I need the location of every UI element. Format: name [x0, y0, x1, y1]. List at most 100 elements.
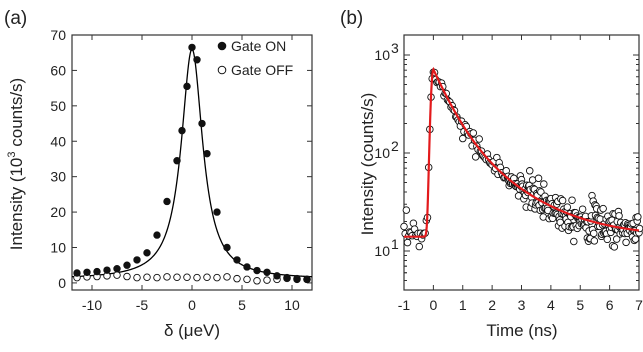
panel-b-data-point: [415, 242, 424, 251]
panel-b-y-tick-label: 10: [374, 47, 390, 63]
panel-b-data-point: [402, 206, 411, 214]
gate-on-point: [153, 231, 161, 239]
panel-b-x-tick-label: 6: [606, 297, 614, 313]
gate-off-point: [183, 273, 191, 282]
panel-b-data-point: [634, 213, 642, 221]
panel-b-x-tick-label: -1: [398, 297, 411, 313]
gate-on-point: [253, 266, 261, 275]
gate-off-point: [113, 271, 121, 279]
gate-off-point: [243, 275, 251, 284]
gate-on-point: [273, 272, 281, 280]
panel-b-data-point: [590, 229, 598, 238]
panel-b-label: (b): [340, 8, 363, 29]
panel-a-x-tick-label: -10: [82, 297, 102, 313]
panel-a-y-tick-label: 20: [50, 204, 66, 220]
panel-b-x-tick-label: 0: [429, 297, 437, 313]
gate-off-point: [213, 273, 221, 282]
panel-b-data-point: [525, 167, 534, 175]
gate-on-point: [283, 273, 291, 282]
panel-b-y-tick-exponent: 3: [391, 40, 399, 56]
gate-on-point: [133, 256, 141, 264]
gate-on-point: [83, 268, 91, 276]
panel-b-x-tick-label: 7: [635, 297, 643, 313]
gate-on-point: [178, 126, 186, 135]
gate-off-point: [253, 277, 261, 285]
panel-b-data-point: [612, 235, 621, 243]
panel-a-y-axis-title-part1: Intensity (10: [7, 158, 26, 251]
gate-on-point: [263, 268, 271, 276]
gate-on-point: [123, 261, 131, 269]
gate-on-point: [203, 149, 211, 158]
legend-gate-off-label: Gate OFF: [231, 62, 293, 78]
panel-b-data-point: [610, 243, 619, 251]
panel-b-y-tick-exponent: 1: [391, 236, 399, 252]
panel-b-data-point: [599, 204, 607, 213]
panel-b-fit-line: [404, 66, 640, 238]
panel-b-data-point: [534, 174, 543, 183]
panel-b-data-point: [568, 196, 576, 204]
panel-b-data-points: [400, 68, 643, 251]
panel-b-data-point: [540, 180, 548, 188]
panel-b-data-point: [631, 235, 640, 243]
panel-b-y-tick-exponent: 2: [391, 138, 399, 154]
legend-gate-on-label: Gate ON: [231, 38, 286, 54]
panel-b-x-tick-label: 5: [576, 297, 584, 313]
panel-b-y-tick-label: 10: [374, 243, 390, 259]
panel-a-fit-curve: [71, 48, 313, 278]
panel-b-data-point: [469, 129, 478, 137]
gate-off-point: [233, 274, 241, 283]
gate-on-point: [233, 256, 241, 264]
panel-a-legend: Gate ON Gate OFF: [217, 38, 293, 78]
gate-off-point: [133, 273, 141, 282]
panel-a-y-tick-label: 40: [50, 133, 66, 149]
gate-off-point: [223, 273, 231, 281]
panel-b-data-point: [570, 237, 578, 246]
panel-a-x-tick-label: -5: [136, 297, 149, 313]
panel-b-data-point: [475, 135, 483, 143]
panel-a-x-tick-label: 10: [284, 297, 300, 313]
gate-on-point: [183, 82, 191, 91]
panel-b-x-ticks: -1 0 1 2 3 4 5 6 7: [398, 35, 643, 313]
panel-a-x-tick-label: 0: [188, 297, 196, 313]
panel-b-x-axis-title: Time (ns): [486, 321, 557, 340]
gate-off-point: [123, 272, 131, 281]
panel-a-label: (a): [4, 8, 27, 29]
panel-a-y-tick-label: 60: [50, 62, 66, 78]
legend-gate-off-marker: [217, 65, 227, 75]
panel-b-fit-curve: [404, 66, 640, 238]
panel-b-data-point: [590, 237, 599, 245]
panel-a-y-axis-title: Intensity (103 counts/s): [6, 78, 26, 250]
gate-on-point: [143, 249, 151, 257]
panel-b-x-tick-label: 4: [547, 297, 555, 313]
panel-a-y-axis-title-sup: 3: [6, 151, 18, 157]
panel-a-x-axis-title: δ (μeV): [164, 321, 220, 340]
gate-on-point: [173, 157, 181, 165]
gate-off-point: [203, 273, 211, 282]
panel-a-y-axis-title-part2: counts/s): [7, 78, 26, 152]
panel-b-data-point: [409, 219, 418, 227]
panel-b-data-point: [471, 153, 480, 161]
panel-b-data-point: [603, 235, 612, 244]
gate-on-point: [198, 119, 206, 128]
panel-b-data-point: [615, 212, 623, 220]
gate-on-point: [213, 208, 221, 216]
panel-a-gate-off-points: [73, 271, 311, 285]
panel-a-lorentzian-fit-line: [71, 48, 313, 278]
panel-a-y-tick-label: 30: [50, 169, 66, 185]
gate-on-point: [163, 197, 171, 206]
panel-a-y-tick-label: 70: [50, 27, 66, 43]
gate-on-point: [243, 263, 251, 271]
gate-on-point: [93, 267, 101, 276]
panel-b-data-point: [459, 134, 467, 143]
panel-b-data-point: [622, 238, 630, 247]
panel-b-data-point: [578, 205, 587, 213]
panel-b-data-point: [400, 222, 408, 231]
panel-a: (a) 0 10 20 30 40 50 60 70 -10 -5 0 5 10 Gate ON Ga…: [4, 8, 313, 340]
panel-b-data-point: [563, 203, 572, 211]
gate-off-point: [193, 273, 201, 282]
panel-a-x-ticks: -10 -5 0 5 10: [82, 35, 300, 313]
panel-b-x-tick-label: 2: [488, 297, 496, 313]
gate-on-point: [193, 56, 201, 64]
